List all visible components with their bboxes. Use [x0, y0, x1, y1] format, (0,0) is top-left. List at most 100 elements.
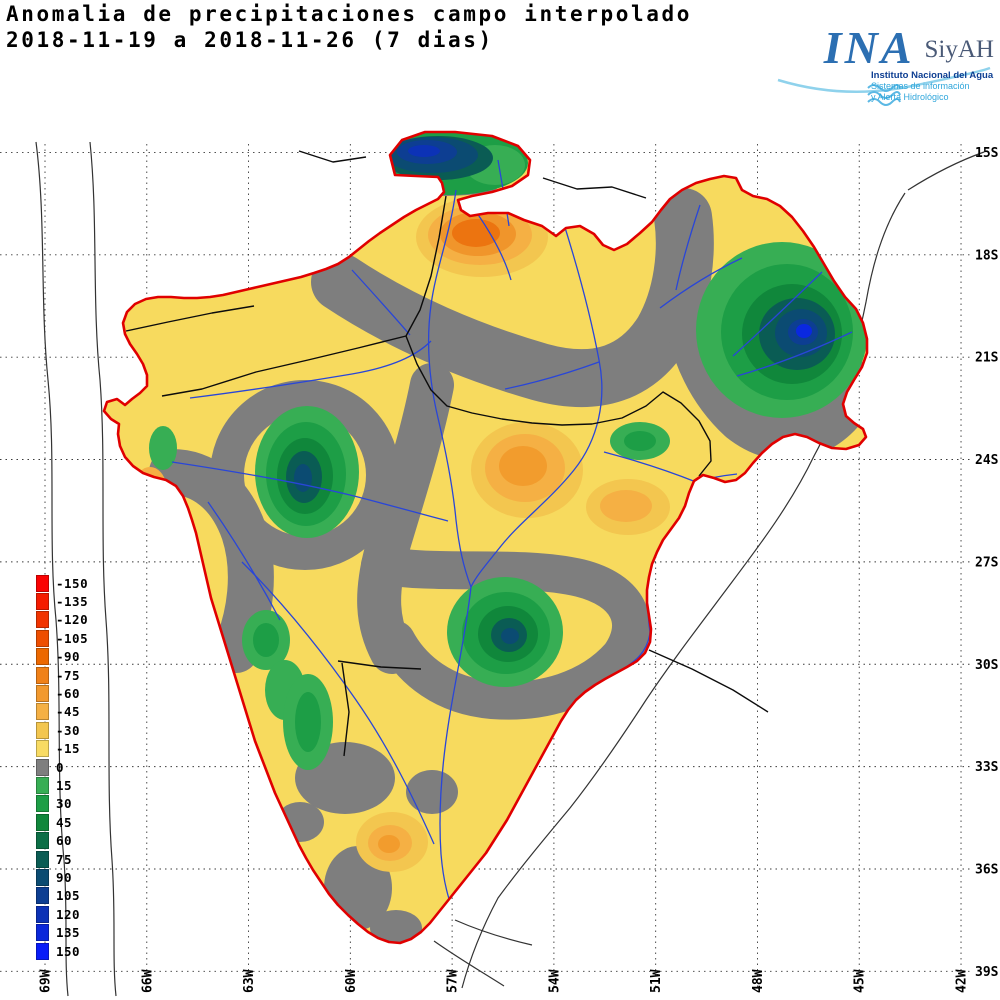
ina-siyah-logo: INA SiyAH Instituto Nacional del Agua Si… — [774, 22, 994, 116]
legend-swatch — [36, 832, 49, 850]
zero-anomaly-regions — [149, 178, 867, 943]
legend-swatch — [36, 574, 49, 592]
legend-entry: 150 — [36, 942, 88, 960]
legend-value-label: -105 — [56, 630, 89, 646]
lat-label: 39S — [975, 965, 999, 980]
anomaly-legend: -150 -135 -120 -105 -90 -75 -60 -45 -30 -15 0 15 30 4… — [36, 574, 88, 960]
lat-label: 18S — [975, 248, 999, 263]
legend-value-label: 75 — [56, 851, 73, 867]
legend-entry: 30 — [36, 795, 88, 813]
lon-label: 48W — [751, 969, 766, 993]
lon-label: 63W — [242, 969, 257, 993]
lon-label: 54W — [547, 969, 562, 993]
map-date-range: 2018-11-19 a 2018-11-26 (7 dias) — [6, 28, 494, 52]
legend-swatch — [36, 703, 49, 721]
logo-subtitle-systems: Sistemas de información — [871, 81, 970, 92]
legend-swatch — [36, 776, 49, 794]
legend-value-label: -60 — [56, 686, 81, 702]
legend-value-label: -150 — [56, 575, 89, 591]
legend-value-label: 90 — [56, 869, 73, 885]
legend-swatch — [36, 795, 49, 813]
map-title: Anomalia de precipitaciones campo interp… — [6, 2, 692, 26]
logo-subtitle-institute: Instituto Nacional del Agua — [871, 70, 994, 82]
legend-entry: -90 — [36, 648, 88, 666]
legend-entry: 0 — [36, 758, 88, 776]
legend-swatch — [36, 924, 49, 942]
legend-value-label: 135 — [56, 925, 81, 941]
legend-value-label: -75 — [56, 667, 81, 683]
legend-entry: -105 — [36, 629, 88, 647]
legend-entry: 90 — [36, 868, 88, 886]
lon-label: 51W — [649, 969, 664, 993]
legend-swatch — [36, 887, 49, 905]
legend-value-label: 60 — [56, 833, 73, 849]
legend-value-label: -15 — [56, 741, 81, 757]
ina-wordmark: INA — [823, 22, 915, 73]
legend-entry: -30 — [36, 721, 88, 739]
legend-swatch — [36, 629, 49, 647]
legend-swatch — [36, 942, 49, 960]
legend-swatch — [36, 850, 49, 868]
legend-swatch — [36, 593, 49, 611]
lon-label: 60W — [344, 969, 359, 993]
legend-value-label: 0 — [56, 759, 65, 775]
lon-label: 57W — [446, 969, 461, 993]
legend-entry: -45 — [36, 703, 88, 721]
lat-label: 33S — [975, 760, 999, 775]
legend-swatch — [36, 905, 49, 923]
axis-labels: 15S 18S 21S 24S 27S 30S 33S 36S 39S 69W 66W 63W 60W 5… — [39, 146, 999, 993]
legend-value-label: 45 — [56, 814, 73, 830]
legend-swatch — [36, 758, 49, 776]
legend-value-label: 30 — [56, 796, 73, 812]
legend-entry: 135 — [36, 923, 88, 942]
legend-value-label: -120 — [56, 612, 89, 628]
legend-entry: -135 — [36, 592, 89, 611]
logo-swoosh-icon — [777, 66, 991, 94]
siyah-wordmark: SiyAH — [924, 36, 994, 64]
legend-swatch — [36, 813, 49, 831]
logo-subtitle-alert: y Alerta Hidrológico — [871, 91, 949, 102]
legend-entry: -120 — [36, 611, 88, 629]
legend-swatch — [36, 611, 49, 629]
legend-value-label: -90 — [56, 649, 81, 665]
lat-label: 15S — [975, 146, 999, 161]
legend-swatch — [36, 685, 49, 703]
legend-entry: 120 — [36, 905, 88, 923]
lon-label: 45W — [853, 969, 868, 993]
legend-value-label: 150 — [56, 943, 81, 959]
legend-value-label: -135 — [56, 594, 89, 610]
legend-entry: -60 — [36, 684, 88, 703]
legend-value-label: -45 — [56, 704, 81, 720]
legend-entry: -15 — [36, 740, 88, 758]
legend-entry: 45 — [36, 813, 88, 831]
lat-label: 36S — [975, 862, 999, 877]
lat-label: 21S — [975, 351, 999, 366]
legend-entry: -75 — [36, 666, 88, 684]
lat-label: 30S — [975, 658, 999, 673]
legend-swatch — [36, 721, 49, 739]
legend-entry: -150 — [36, 574, 88, 592]
lat-label: 24S — [975, 453, 999, 468]
legend-value-label: 105 — [56, 888, 81, 904]
legend-entry: 15 — [36, 776, 88, 794]
legend-entry: 60 — [36, 831, 88, 850]
legend-entry: 75 — [36, 850, 88, 868]
lon-label: 66W — [140, 969, 155, 993]
legend-swatch — [36, 648, 49, 666]
legend-swatch — [36, 740, 49, 758]
lat-label: 27S — [975, 555, 999, 570]
legend-swatch — [36, 868, 49, 886]
lon-label: 42W — [955, 969, 970, 993]
positive-anomaly-regions — [149, 132, 867, 770]
lon-label: 69W — [39, 969, 54, 993]
legend-entry: 105 — [36, 887, 88, 905]
water-waves-icon — [867, 84, 901, 106]
country-borders-inner — [125, 195, 712, 757]
title-block: Anomalia de precipitaciones campo interp… — [6, 1, 692, 53]
basin-field — [104, 132, 867, 943]
legend-swatch — [36, 666, 49, 684]
legend-value-label: -30 — [56, 722, 81, 738]
legend-value-label: 15 — [56, 777, 73, 793]
